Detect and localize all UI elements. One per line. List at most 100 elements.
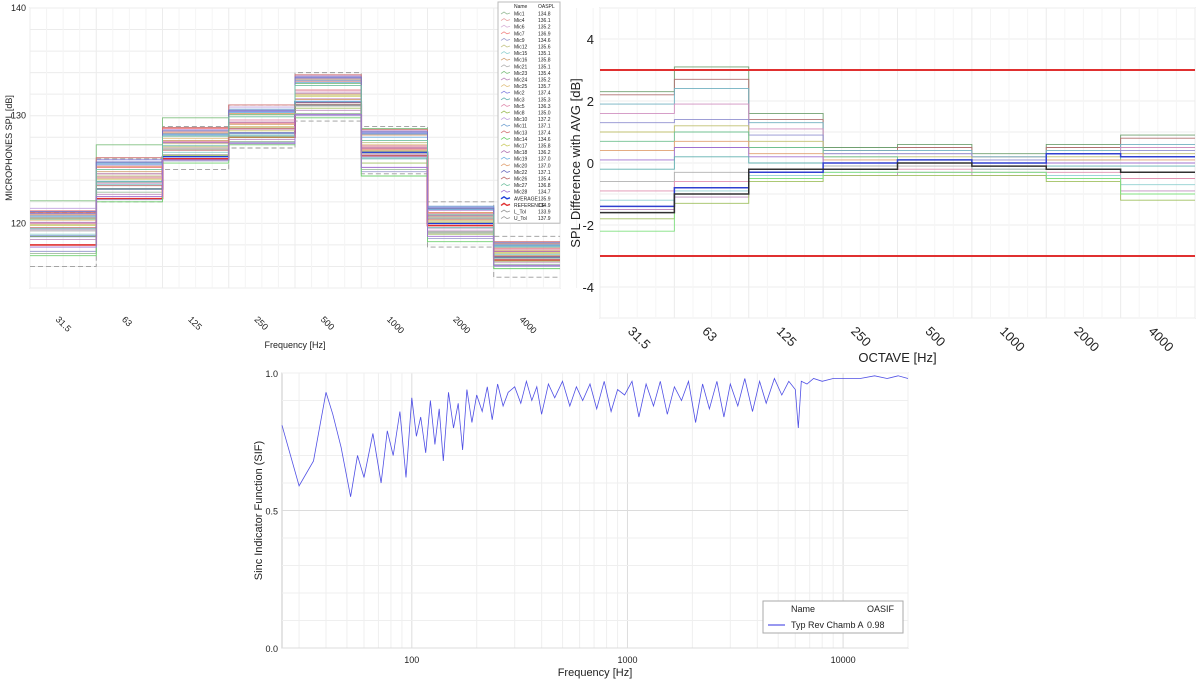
chart1-legend-entry-value: 137.9 [538, 216, 551, 222]
chart2-y-tick-label: 4 [587, 32, 594, 47]
chart1-legend-entry-value: 137.0 [538, 163, 551, 169]
chart1-legend-swatch [500, 169, 511, 173]
chart1-legend-entry-name: Mic5 [514, 104, 525, 110]
chart1-legend-swatch [500, 44, 511, 48]
chart1-legend-swatch [500, 189, 511, 193]
chart1-legend-entry-name: Mic3 [514, 97, 525, 103]
chart3-legend-header-name: Name [791, 604, 815, 614]
chart1-legend-swatch [500, 216, 511, 220]
chart1-legend-swatch [500, 117, 511, 121]
chart1-legend-swatch [500, 77, 511, 81]
chart1-legend-entry-name: Mic15 [514, 51, 528, 57]
chart1-legend-swatch [500, 31, 511, 35]
chart1-legend-entry-name: Mic10 [514, 117, 528, 123]
chart1-legend-entry-value: 136.3 [538, 104, 551, 110]
chart2-x-tick-label: 4000 [1146, 324, 1177, 355]
chart1-legend-swatch [500, 163, 511, 167]
chart1-legend-entry-name: Mic27 [514, 183, 528, 189]
chart1-legend-swatch [500, 156, 511, 160]
chart1-x-tick-label: 125 [186, 314, 204, 332]
chart2-x-tick-label: 1000 [997, 324, 1028, 355]
chart1-legend-entry-value: 135.4 [538, 177, 551, 183]
chart1-legend-swatch [500, 195, 511, 200]
chart1-legend-entry-name: L_Tol [514, 210, 526, 216]
chart1-y-tick-label: 130 [11, 111, 26, 121]
chart1-legend-swatch [500, 183, 511, 187]
chart1-legend-entry-name: Mic24 [514, 78, 528, 84]
chart3-legend-entry-value: 0.98 [867, 620, 885, 630]
chart1-legend-entry-name: Mic23 [514, 71, 528, 77]
chart2-x-tick-label: 2000 [1071, 324, 1102, 355]
chart2-x-axis-label: OCTAVE [Hz] [858, 350, 936, 365]
chart3-legend-entry-name: Typ Rev Chamb A [791, 620, 864, 630]
chart1-legend-entry-value: 135.9 [538, 196, 551, 202]
chart1-legend-entry-name: Mic8 [514, 111, 525, 117]
chart1-legend-entry-value: 135.8 [538, 144, 551, 150]
chart1-legend-entry-name: Mic4 [514, 18, 525, 24]
chart1-y-axis-label: MICROPHONES SPL [dB] [4, 95, 14, 201]
chart1-legend-swatch [500, 103, 511, 107]
chart1-x-tick-label: 250 [252, 314, 270, 332]
chart1-legend-entry-name: Mic7 [514, 31, 525, 37]
chart1-legend-swatch [500, 11, 511, 15]
chart1-legend-swatch [500, 57, 511, 61]
chart1-y-tick-label: 120 [11, 218, 26, 228]
chart3-x-axis-label: Frequency [Hz] [558, 667, 633, 679]
chart2-series-d1 [600, 66, 1195, 155]
chart2-y-tick-label: 0 [587, 156, 594, 171]
chart1-legend-entry-value: 137.4 [538, 91, 551, 97]
chart1-legend-entry-name: Mic6 [514, 25, 525, 31]
chart1-legend-entry-name: Mic2 [514, 91, 525, 97]
chart1-legend-entry-name: Mic12 [514, 45, 528, 51]
chart1-legend-entry-value: 136.8 [538, 183, 551, 189]
chart2-x-tick-label: 500 [923, 324, 949, 350]
chart1-group: 120 130 140 31.5 63 125 250 500 1000 2000 4000 Freq… [4, 1, 611, 350]
chart2-group: -4 -2 0 2 4 31.5 63 125 250 500 1000 2000 4000 OCTAVE… [568, 7, 1196, 365]
chart1-legend-header-name: Name [514, 4, 528, 10]
chart1-legend-entry-name: Mic18 [514, 150, 528, 156]
chart1-series-mic28 [30, 114, 560, 266]
chart1-legend-swatch [500, 136, 511, 140]
chart1-legend-swatch [500, 24, 511, 28]
chart3-x-tick-label: 10000 [831, 655, 856, 665]
chart1-legend-entry-value: 135.7 [538, 84, 551, 90]
chart1-legend-swatch [500, 150, 511, 154]
chart1-legend-swatch [500, 130, 511, 134]
chart2-series-reference [600, 162, 1195, 214]
chart3-y-tick-label: 0.0 [265, 644, 278, 654]
chart1-legend-entry-value: 134.7 [538, 190, 551, 196]
chart1-legend-swatch [500, 123, 511, 127]
chart1-legend-entry-name: Mic11 [514, 124, 527, 130]
chart1-legend-entry-value: 137.1 [538, 170, 551, 176]
chart1-legend-entry-value: 135.4 [538, 71, 551, 77]
chart1-x-tick-label: 1000 [385, 314, 406, 335]
chart1-legend-swatch [500, 202, 511, 207]
chart1-legend-swatch [500, 97, 511, 101]
chart2-series-d15 [600, 174, 1195, 220]
chart1-legend-entry-value: 134.9 [538, 203, 551, 209]
chart1-x-axis-label: Frequency [Hz] [264, 340, 325, 350]
chart1-legend-entry-name: Mic13 [514, 130, 528, 136]
chart1-legend-entry-value: 137.0 [538, 157, 551, 163]
chart3-group: 0.0 0.5 1.0 100 1000 10000 Frequency [Hz] Sinc … [253, 369, 909, 679]
chart1-legend-entry-value: 134.8 [538, 12, 551, 18]
chart3-y-tick-label: 0.5 [265, 507, 278, 517]
chart2-x-tick-label: 63 [699, 324, 720, 345]
chart1-x-tick-label: 500 [319, 314, 337, 332]
chart1-legend-entry-value: 133.9 [538, 210, 551, 216]
chart1-x-tick-label: 63 [120, 314, 134, 328]
chart3-x-tick-label: 100 [404, 655, 419, 665]
chart1-legend-entry-value: 135.6 [538, 45, 551, 51]
chart2-y-tick-label: -2 [582, 218, 594, 233]
chart1-legend-swatch [500, 90, 511, 94]
chart1-legend-entry-value: 135.8 [538, 58, 551, 64]
chart1-legend-entry-value: 134.6 [538, 38, 551, 44]
chart1-legend-entry-name: Mic16 [514, 58, 528, 64]
chart1-legend-swatch [500, 37, 511, 41]
chart1-legend-entry-value: 135.1 [538, 64, 551, 70]
chart1-legend-entry-value: 137.2 [538, 117, 551, 123]
chart1-legend-entry-name: Mic14 [514, 137, 528, 143]
chart1-legend-entry-name: Mic9 [514, 38, 525, 44]
chart1-legend-swatch [500, 176, 511, 180]
